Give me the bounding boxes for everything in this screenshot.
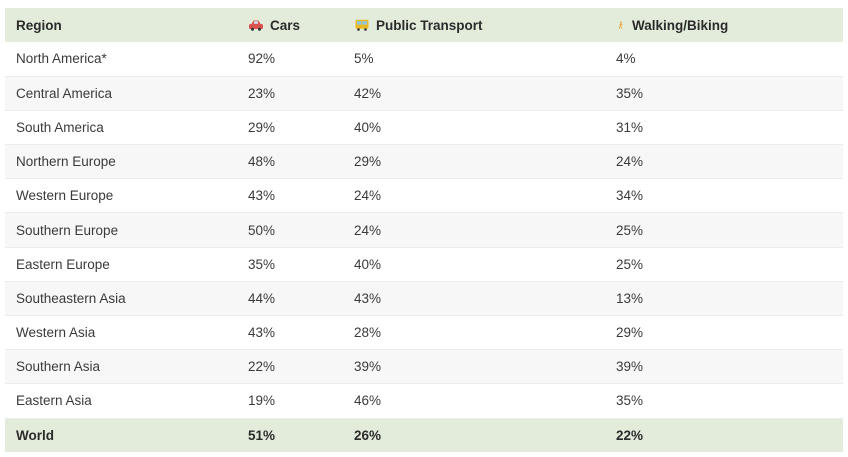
cell-public-transport: 28% <box>354 325 382 341</box>
cell-region: Southern Asia <box>16 359 101 375</box>
table-row: Northern Europe 48% 29% 24% <box>5 144 843 179</box>
column-header-walking-biking[interactable]: Walking/Biking <box>605 8 843 42</box>
table-row: Central America 23% 42% 35% <box>5 76 843 111</box>
walking-person-icon <box>618 20 623 29</box>
cell-walking-biking: 31% <box>616 119 644 135</box>
cell-region: South America <box>16 119 104 135</box>
cell-region: Southern Europe <box>16 222 119 238</box>
cell-public-transport: 46% <box>354 393 382 409</box>
cell-walking-biking: 24% <box>616 154 644 170</box>
cell-walking-biking: 13% <box>616 290 644 306</box>
table-row: Western Asia 43% 28% 29% <box>5 316 843 350</box>
cell-region: Western Europe <box>16 188 114 204</box>
table-row: Western Europe 43% 24% 34% <box>5 179 843 213</box>
column-header-cars-label: Cars <box>270 17 301 33</box>
cell-walking-biking: 25% <box>616 256 644 272</box>
cell-public-transport: 5% <box>354 51 374 67</box>
cell-region: Central America <box>16 85 113 101</box>
cell-public-transport: 24% <box>354 222 382 238</box>
column-header-region-label: Region <box>16 17 62 33</box>
commute-table-container: Region Cars <box>5 8 843 453</box>
table-row: Southern Asia 22% 39% 39% <box>5 349 843 384</box>
cell-public-transport: 40% <box>354 256 382 272</box>
cell-cars: 51% <box>248 427 276 443</box>
cell-cars: 22% <box>248 359 276 375</box>
bus-icon <box>355 19 369 31</box>
table-row: North America* 92% 5% 4% <box>5 42 843 77</box>
cell-walking-biking: 29% <box>616 325 644 341</box>
cell-cars: 35% <box>248 256 276 272</box>
cell-public-transport: 26% <box>354 427 382 443</box>
cell-cars: 44% <box>248 290 276 306</box>
table-row: Eastern Asia 19% 46% 35% <box>5 384 843 419</box>
column-header-public-transport[interactable]: Public Transport <box>343 8 605 42</box>
cell-public-transport: 24% <box>354 188 382 204</box>
cell-public-transport: 39% <box>354 359 382 375</box>
column-header-cars[interactable]: Cars <box>237 8 343 42</box>
cell-walking-biking: 22% <box>616 427 644 443</box>
cell-region: Eastern Europe <box>16 256 110 272</box>
cell-walking-biking: 39% <box>616 359 644 375</box>
cell-region: Eastern Asia <box>16 393 92 409</box>
column-header-public-transport-label: Public Transport <box>376 17 483 33</box>
cell-region: World <box>16 427 54 443</box>
table-row: South America 29% 40% 31% <box>5 110 843 145</box>
cell-region: Western Asia <box>16 325 96 341</box>
cell-region: Northern Europe <box>16 154 116 170</box>
table-row: Eastern Europe 35% 40% 25% <box>5 247 843 282</box>
car-icon <box>249 20 263 31</box>
cell-cars: 43% <box>248 188 276 204</box>
cell-cars: 50% <box>248 222 276 238</box>
cell-walking-biking: 35% <box>616 393 644 409</box>
table-body: North America* 92% 5% 4% Central America 23% 4… <box>5 42 843 453</box>
cell-cars: 92% <box>248 51 276 67</box>
cell-cars: 48% <box>248 154 276 170</box>
table-row: Southeastern Asia 44% 43% 13% <box>5 281 843 316</box>
cell-walking-biking: 34% <box>616 188 644 204</box>
cell-cars: 29% <box>248 119 276 135</box>
table-row: Southern Europe 50% 24% 25% <box>5 212 843 248</box>
cell-public-transport: 43% <box>354 290 382 306</box>
cell-cars: 19% <box>248 393 276 409</box>
cell-walking-biking: 25% <box>616 222 644 238</box>
cell-cars: 23% <box>248 85 276 101</box>
cell-public-transport: 40% <box>354 119 382 135</box>
column-header-walking-biking-label: Walking/Biking <box>632 17 729 33</box>
cell-public-transport: 29% <box>354 154 382 170</box>
table-header-row: Region Cars <box>5 8 843 42</box>
commute-mode-table: Region Cars <box>5 8 843 453</box>
cell-cars: 43% <box>248 325 276 341</box>
cell-walking-biking: 4% <box>616 51 636 67</box>
table-row-total: World 51% 26% 22% <box>5 418 843 453</box>
cell-region: Southeastern Asia <box>16 290 126 306</box>
column-header-region[interactable]: Region <box>5 8 237 42</box>
cell-walking-biking: 35% <box>616 85 644 101</box>
cell-region: North America* <box>16 51 107 67</box>
cell-public-transport: 42% <box>354 85 382 101</box>
